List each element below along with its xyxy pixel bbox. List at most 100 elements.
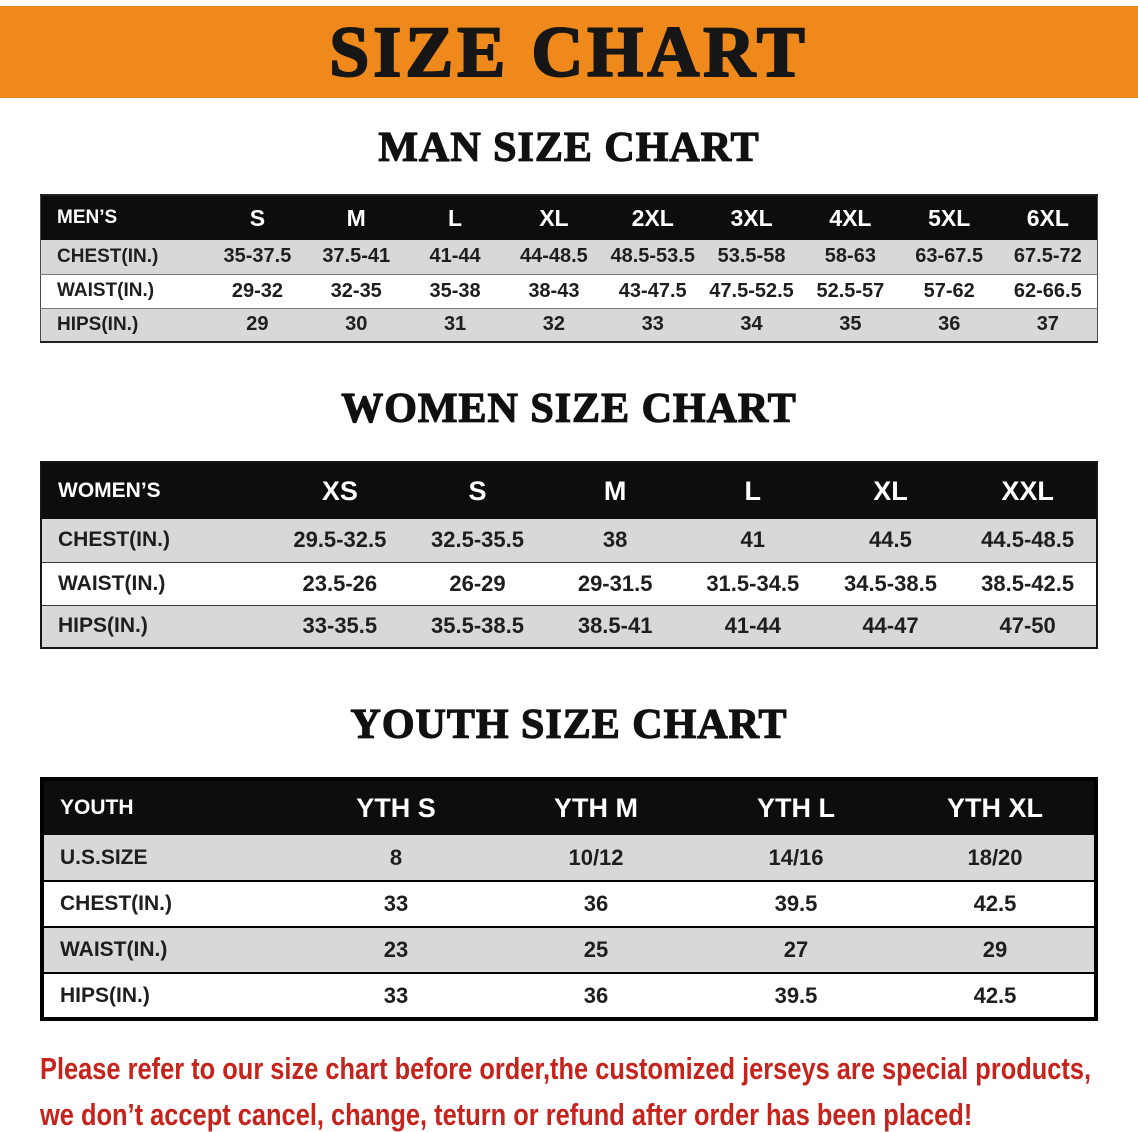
measurement-value: 47.5-52.5 (709, 279, 794, 302)
table-row: CHEST(IN.) 35-37.5 37.5-41 41-44 44-48.5 48.5… (40, 240, 1098, 274)
measurement-value: 37 (1036, 313, 1059, 336)
measurement-value: 53.5-58 (717, 245, 786, 268)
measurement-label: CHEST(IN.) (57, 245, 159, 267)
measurement-value: 44.5-48.5 (981, 527, 1075, 553)
measurement-value: 36 (938, 313, 961, 336)
measurement-value: 38.5-41 (577, 613, 653, 639)
measurement-value: 38.5-42.5 (981, 570, 1075, 596)
table-row: CHEST(IN.) 29.5-32.5 32.5-35.5 38 41 44.5 44.5… (41, 519, 1097, 562)
measurement-value: 35.5-38.5 (431, 613, 524, 639)
table-header-row: YOUTH YTH S YTH M YTH L YTH XL (42, 779, 1096, 835)
notice-line-2: we don’t accept cancel, change, teturn o… (40, 1097, 973, 1132)
size-header-cell: 4XL (800, 195, 900, 240)
women-section: WOMEN SIZE CHART WOMEN’S XS S M L XL XXL CHEST(… (0, 385, 1138, 649)
measurement-value: 14/16 (768, 844, 824, 870)
measurement-label: WAIST(IN.) (57, 280, 155, 301)
measurement-value: 38 (602, 527, 628, 553)
notice-line-1: Please refer to our size chart before or… (40, 1051, 1092, 1086)
table-header-row: MEN’S S M L XL 2XL 3XL 4XL 5XL 6XL (40, 195, 1098, 240)
youth-section-heading: YOUTH SIZE CHART (350, 701, 788, 748)
measurement-value: 39.5 (774, 891, 818, 916)
size-header-cell: S (408, 462, 547, 519)
measurement-label: HIPS(IN.) (58, 614, 148, 638)
measurement-value: 29 (246, 313, 269, 336)
size-header-cell: 3XL (702, 195, 801, 240)
measurement-value: 32-35 (330, 279, 382, 302)
measurement-value: 31.5-34.5 (706, 570, 800, 596)
measurement-value: 35 (839, 313, 862, 336)
table-header-row: WOMEN’S XS S M L XL XXL (41, 462, 1097, 519)
measurement-value: 43-47.5 (618, 279, 687, 302)
measurement-value: 35-38 (429, 279, 481, 302)
page-title: SIZE CHART (328, 11, 809, 93)
size-header-cell: XL (504, 195, 604, 240)
measurement-value: 63-67.5 (915, 245, 984, 268)
size-header-cell: YTH L (696, 779, 896, 835)
size-header-cell: L (683, 462, 822, 519)
measurement-value: 44-48.5 (519, 245, 588, 268)
table-title-cell: MEN’S (40, 195, 208, 240)
measurement-value: 34 (740, 313, 763, 336)
measurement-value: 38-43 (528, 279, 580, 302)
measurement-value: 10/12 (568, 844, 624, 870)
size-header-cell: 6XL (998, 195, 1098, 240)
measurement-value: 41-44 (429, 245, 481, 268)
table-row: WAIST(IN.) 23.5-26 26-29 29-31.5 31.5-34.5 34… (41, 562, 1097, 605)
measurement-value: 42.5 (973, 891, 1017, 916)
measurement-value: 47-50 (999, 613, 1056, 639)
measurement-label: WAIST(IN.) (60, 938, 168, 961)
size-header-cell: YTH S (296, 779, 496, 835)
measurement-value: 67.5-72 (1013, 245, 1082, 268)
table-row: U.S.SIZE 8 10/12 14/16 18/20 (42, 835, 1096, 881)
measurement-value: 42.5 (973, 982, 1017, 1008)
measurement-value: 33 (383, 891, 409, 916)
size-header-cell: L (405, 195, 505, 240)
measurement-value: 29 (982, 937, 1008, 962)
measurement-value: 36 (583, 982, 609, 1008)
men-section: MAN SIZE CHART MEN’S S M L XL 2XL 3XL 4XL 5XL 6XL… (0, 124, 1138, 343)
table-row: HIPS(IN.) 33-35.5 35.5-38.5 38.5-41 41-44 44-… (41, 605, 1097, 648)
measurement-value: 30 (345, 313, 368, 336)
size-header-cell: YTH XL (896, 779, 1096, 835)
measurement-value: 31 (443, 313, 467, 336)
measurement-value: 26-29 (449, 570, 506, 596)
size-header-cell: XXL (959, 462, 1097, 519)
measurement-value: 32 (542, 313, 566, 336)
measurement-value: 33-35.5 (302, 613, 378, 639)
size-header-cell: 2XL (603, 195, 703, 240)
measurement-label: CHEST(IN.) (58, 528, 170, 552)
measurement-value: 29-32 (231, 279, 283, 302)
measurement-value: 44.5 (869, 527, 912, 553)
measurement-value: 23 (383, 937, 409, 962)
measurement-value: 44-47 (862, 613, 919, 639)
measurement-value: 18/20 (967, 844, 1023, 870)
measurement-value: 29-31.5 (577, 570, 653, 596)
size-header-cell: M (306, 195, 406, 240)
measurement-value: 23.5-26 (302, 570, 378, 596)
banner: SIZE CHART (0, 6, 1138, 98)
measurement-value: 32.5-35.5 (431, 527, 524, 553)
measurement-label: WAIST(IN.) (58, 571, 166, 595)
measurement-value: 57-62 (923, 279, 975, 302)
table-title-cell: YOUTH (42, 779, 296, 835)
measurement-label: HIPS(IN.) (57, 313, 139, 335)
measurement-value: 25 (583, 937, 609, 962)
measurement-value: 8 (389, 844, 403, 870)
women-size-table: WOMEN’S XS S M L XL XXL CHEST(IN.) 29.5-32.5 32.5… (40, 461, 1098, 649)
men-section-heading: MAN SIZE CHART (378, 124, 760, 171)
measurement-label: HIPS(IN.) (60, 983, 150, 1007)
measurement-label: U.S.SIZE (60, 845, 148, 869)
measurement-value: 48.5-53.5 (610, 245, 695, 268)
measurement-value: 36 (583, 891, 609, 916)
size-header-cell: S (208, 195, 307, 240)
size-header-cell: YTH M (496, 779, 696, 835)
men-size-table: MEN’S S M L XL 2XL 3XL 4XL 5XL 6XL CHEST(IN.) 35-37… (40, 194, 1098, 343)
table-row: HIPS(IN.) 33 36 39.5 42.5 (42, 973, 1096, 1019)
measurement-value: 41 (740, 527, 766, 553)
size-header-cell: M (546, 462, 684, 519)
youth-size-table: YOUTH YTH S YTH M YTH L YTH XL U.S.SIZE 8 10/12… (40, 777, 1098, 1021)
measurement-value: 39.5 (774, 982, 818, 1008)
table-row: HIPS(IN.) 29 30 31 32 33 34 35 36 37 (40, 308, 1098, 342)
measurement-value: 52.5-57 (816, 279, 885, 302)
